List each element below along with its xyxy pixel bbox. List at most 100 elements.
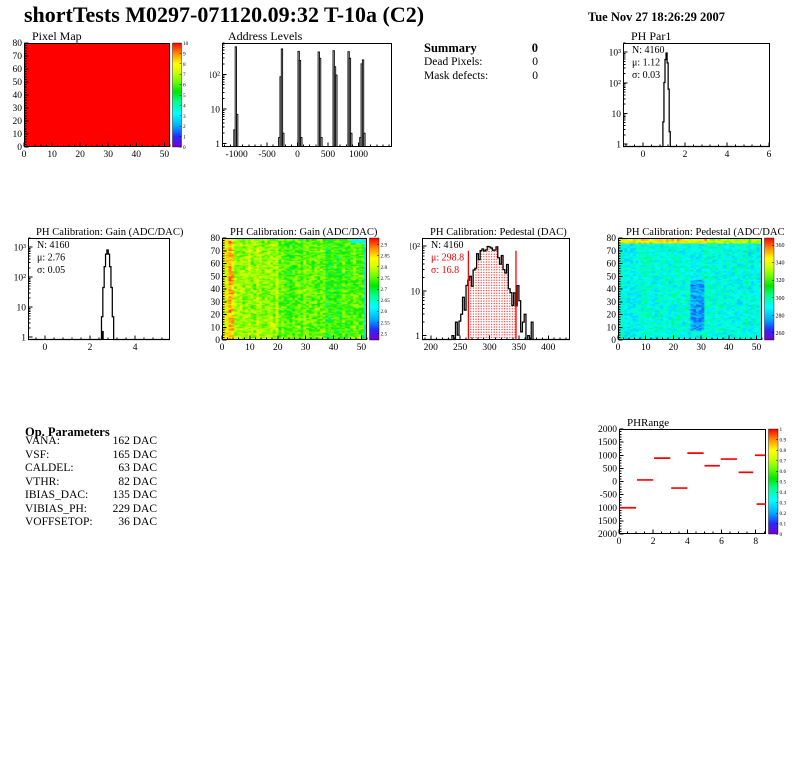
svg-text:50: 50 [607, 272, 617, 282]
pixel-map-x-axis: 0 10 20 30 40 50 [22, 142, 171, 160]
svg-text:10²: 10² [14, 274, 27, 284]
svg-text:30: 30 [301, 343, 311, 353]
svg-text:50: 50 [752, 343, 762, 353]
svg-text:10²: 10² [610, 79, 621, 89]
ph-range-y-axis: 2000 1500 1000 500 0 -500 1000 1500 2000 [598, 425, 624, 540]
plot-pixel-map: Pixel Map 0 10 20 30 40 50 0 10 20 30 40 50 60 70 80 10 9… [0, 28, 208, 168]
svg-text:280: 280 [776, 313, 785, 319]
ph-par1-y-axis: 1 10 10² 10³ [610, 42, 628, 151]
svg-text:20: 20 [669, 343, 679, 353]
svg-text:0.6: 0.6 [780, 469, 787, 475]
op-param-value: 165 DAC [112, 448, 157, 461]
plot-gain-histogram: PH Calibration: Gain (ADC/DAC) 0 2 4 1 10 10² 1… [0, 222, 208, 358]
svg-text:10: 10 [411, 287, 421, 297]
svg-text:40: 40 [607, 285, 617, 295]
svg-text:μ: 2.76: μ: 2.76 [37, 253, 65, 264]
svg-text:80: 80 [13, 39, 23, 49]
svg-text:0: 0 [611, 336, 616, 346]
svg-text:20: 20 [75, 150, 85, 160]
svg-text:320: 320 [776, 278, 785, 284]
pedestal-map-y-axis: 0 10 20 30 40 50 60 70 80 [607, 234, 623, 346]
ph-par1-x-axis: 0 2 4 6 [625, 142, 772, 160]
ph-range-x-axis: 0 2 4 6 8 [617, 529, 765, 547]
op-param-label: CALDEL: [25, 462, 74, 474]
svg-text:0.1: 0.1 [780, 522, 787, 528]
op-param-value: 162 DAC [112, 435, 157, 447]
op-param-value: 82 DAC [118, 475, 157, 488]
timestamp: Tue Nov 27 18:26:29 2007 [588, 10, 726, 24]
op-parameters-title: Op. Parameters [25, 425, 110, 439]
plot-gain-heatmap: PH Calibration: Gain (ADC/DAC) 0 10 20 30 40 5… [210, 222, 410, 358]
ph-par1-stats: N: 4160 μ: 1.12σ: 0.03 [632, 45, 665, 81]
svg-text:30: 30 [103, 150, 113, 160]
svg-text:1: 1 [183, 135, 186, 141]
svg-text:0.3: 0.3 [780, 501, 787, 507]
svg-text:-500: -500 [600, 491, 618, 501]
svg-text:0: 0 [215, 336, 220, 346]
plot-pedestal-histogram: PH Calibration: Pedestal (DAC) 200 250 300 3… [410, 222, 606, 358]
gain-map-x-axis: 0 10 20 30 40 50 [220, 335, 368, 353]
svg-text:1500: 1500 [598, 438, 617, 448]
svg-text:30: 30 [607, 298, 617, 308]
svg-text:60: 60 [13, 65, 23, 75]
ph-range-colorbar: 1 0.9 0.8 0.7 0.6 0.5 0.4 0.3 0.2 0.1 0 [768, 427, 787, 538]
op-param-label: IBIAS_DAC: [25, 489, 89, 501]
svg-text:50: 50 [13, 78, 23, 88]
svg-text:-1000: -1000 [226, 150, 248, 160]
plot-ph-par1: PH Par1 0 2 4 6 1 10 10² 10³ N: 4160 μ: 1.12 σ: 0.0… [610, 28, 796, 168]
svg-text:0.2: 0.2 [780, 511, 787, 517]
summary-title: Summary [424, 41, 477, 55]
pedestal-hist-stats: N: 4160 μ: 298.8σ: 16.8 [431, 240, 464, 276]
svg-text:30: 30 [211, 298, 221, 308]
svg-text:4: 4 [133, 343, 138, 353]
op-param-value: 229 DAC [112, 502, 157, 515]
svg-text:340: 340 [776, 261, 785, 267]
svg-text:0: 0 [616, 343, 621, 353]
svg-text:6: 6 [719, 537, 724, 547]
svg-text:0.9: 0.9 [780, 438, 787, 444]
svg-text:260: 260 [776, 331, 785, 337]
pedestal-map-title: PH Calibration: Pedestal (ADC/DAC [626, 227, 785, 238]
svg-text:9: 9 [183, 51, 186, 57]
svg-text:10: 10 [211, 323, 221, 333]
gain-hist-title: PH Calibration: Gain (ADC/DAC) [36, 227, 184, 238]
svg-text:1: 1 [415, 332, 420, 342]
svg-text:500: 500 [603, 464, 618, 474]
svg-text:400: 400 [541, 343, 556, 353]
summary-mask-defects-value: 0 [532, 70, 538, 82]
svg-text:70: 70 [211, 247, 221, 257]
svg-text:10²: 10² [210, 71, 220, 81]
svg-text:N: 4160: N: 4160 [37, 240, 70, 251]
svg-text:40: 40 [724, 343, 734, 353]
svg-text:70: 70 [13, 52, 23, 62]
gain-hist-x-axis: 0 2 4 [35, 335, 163, 353]
summary-dead-pixels-value: 0 [532, 56, 538, 68]
ph-range-title: PHRange [627, 417, 669, 429]
svg-text:7: 7 [183, 72, 186, 78]
gain-map-svg: PH Calibration: Gain (ADC/DAC) 0 10 20 30 40 5… [211, 227, 391, 353]
gain-map-canvas [222, 238, 367, 340]
svg-text:σ: 16.8: σ: 16.8 [431, 265, 459, 276]
svg-text:8: 8 [753, 537, 758, 547]
svg-text:1: 1 [780, 427, 783, 433]
svg-text:1000: 1000 [598, 504, 617, 514]
svg-text:2.9: 2.9 [381, 243, 388, 249]
plot-ph-range: PHRange 0 2 4 6 8 2000 1500 1000 500 0 -500 1000 1500… [596, 408, 796, 554]
svg-text:10³: 10³ [610, 49, 621, 59]
op-param-value: 135 DAC [112, 489, 157, 501]
op-param-label: VIBIAS_PH: [25, 502, 87, 515]
svg-text:40: 40 [211, 285, 221, 295]
svg-text:10: 10 [211, 105, 221, 115]
svg-text:300: 300 [776, 296, 785, 302]
svg-text:80: 80 [607, 234, 617, 244]
svg-text:300: 300 [482, 343, 497, 353]
svg-text:0.5: 0.5 [780, 480, 787, 486]
svg-text:0: 0 [183, 145, 186, 151]
svg-text:80: 80 [211, 234, 221, 244]
svg-text:10³: 10³ [14, 244, 27, 254]
svg-text:40: 40 [329, 343, 339, 353]
op-param-label: VOFFSETOP: [25, 516, 93, 528]
svg-text:2: 2 [88, 343, 93, 353]
svg-text:30: 30 [13, 104, 23, 114]
